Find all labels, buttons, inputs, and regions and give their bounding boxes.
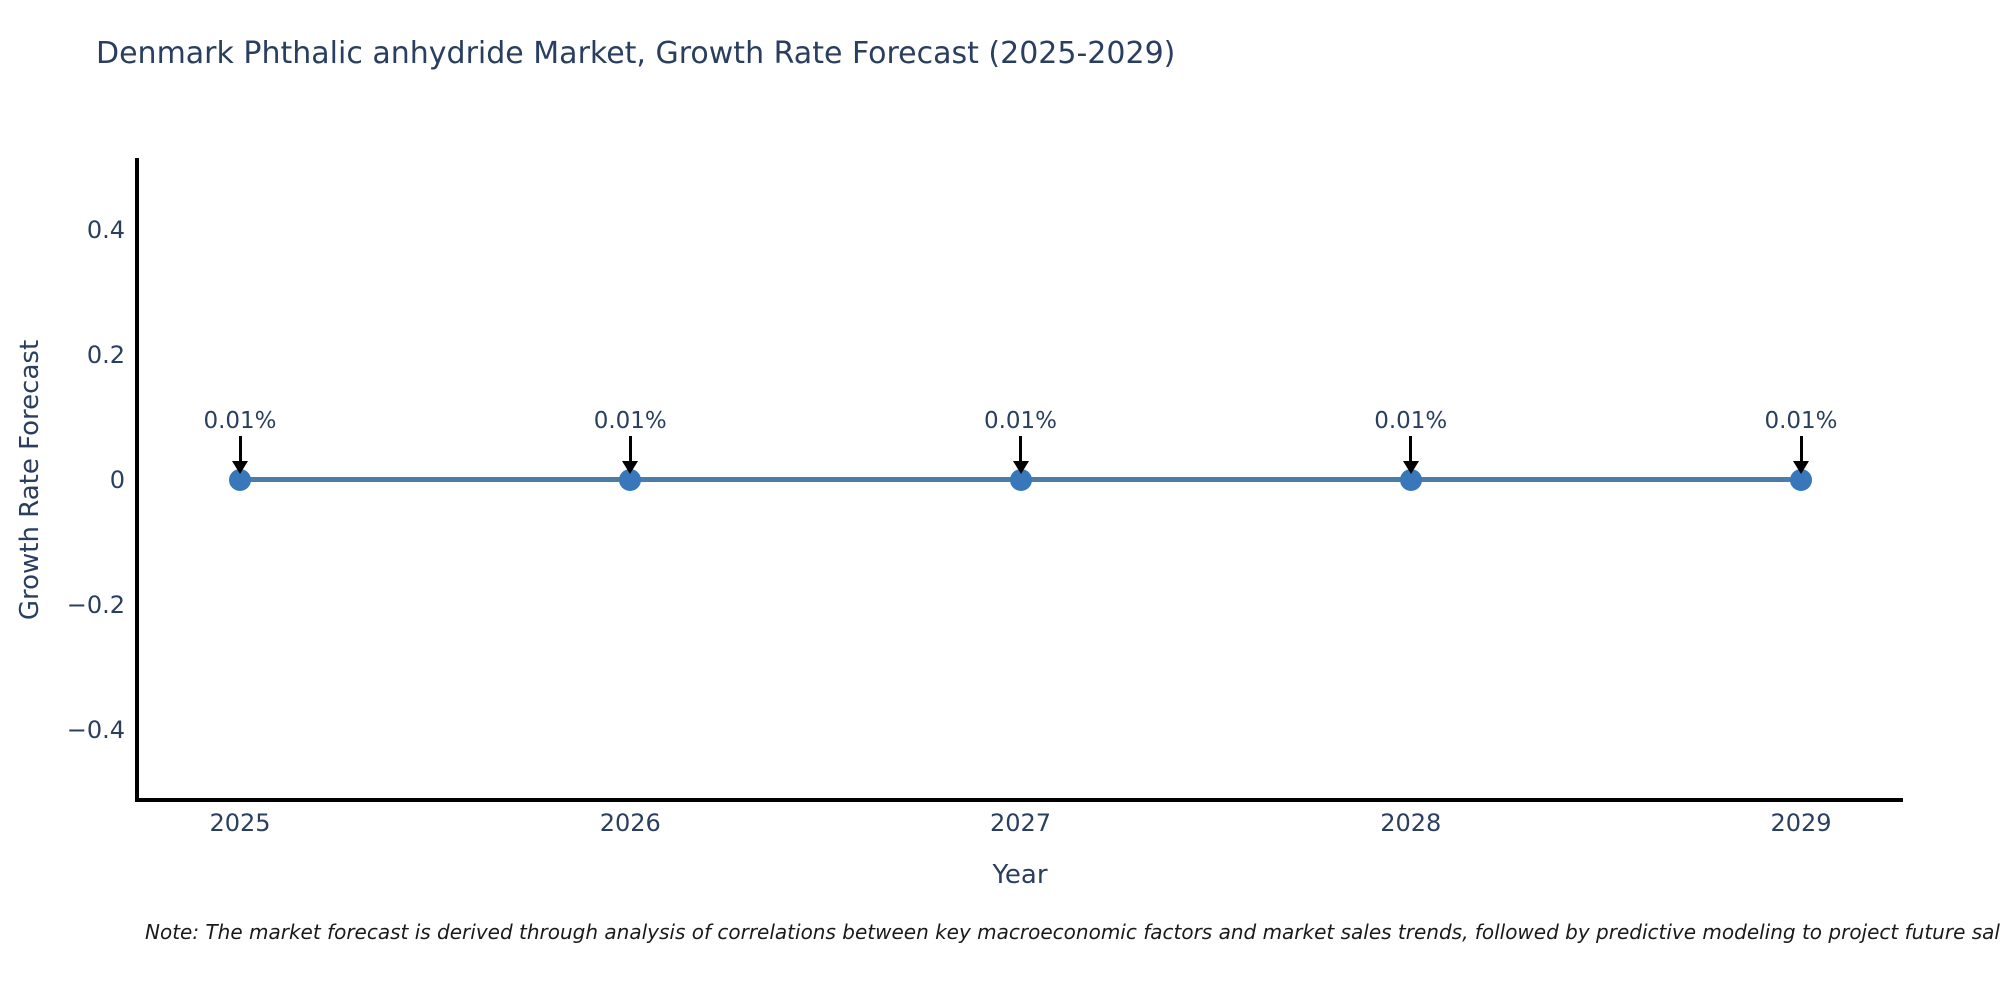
y-tick-label: 0.4 [86,216,125,244]
annotation-arrowhead-icon [232,461,248,474]
y-tick-label: 0.2 [86,341,125,369]
data-point-marker [619,468,642,491]
annotation-arrowhead-icon [622,461,639,474]
data-point-marker [229,468,251,491]
point-annotation: 0.01% [1764,408,1838,434]
x-axis-line [135,798,1903,802]
annotation-arrow [1799,436,1803,462]
footnote: Note: The market forecast is derived thr… [145,920,2000,944]
annotation-arrowhead-icon [1793,461,1809,474]
y-tick-label: −0.2 [66,591,125,619]
point-annotation: 0.01% [203,408,277,434]
chart-title: Denmark Phthalic anhydride Market, Growt… [96,36,1176,71]
x-tick-label: 2028 [1380,809,1442,837]
x-axis-title: Year [992,860,1048,890]
data-point-marker [1009,468,1032,491]
data-point-marker [1790,468,1812,491]
annotation-arrow [1019,436,1022,462]
annotation-arrow [238,436,242,462]
annotation-arrowhead-icon [1012,461,1029,474]
annotation-arrow [628,436,632,462]
x-tick-label: 2027 [989,809,1052,837]
annotation-arrow [1409,436,1413,462]
annotation-arrowhead-icon [1402,461,1419,474]
y-axis-line [135,158,139,802]
y-tick-label: −0.4 [66,716,125,744]
x-tick-label: 2029 [1770,809,1832,837]
y-tick-label: 0 [109,466,125,494]
point-annotation: 0.01% [593,408,667,434]
x-tick-label: 2026 [599,809,661,837]
data-point-marker [1399,468,1422,491]
point-annotation: 0.01% [1374,408,1448,434]
x-tick-label: 2025 [209,809,271,837]
point-annotation: 0.01% [983,408,1058,434]
